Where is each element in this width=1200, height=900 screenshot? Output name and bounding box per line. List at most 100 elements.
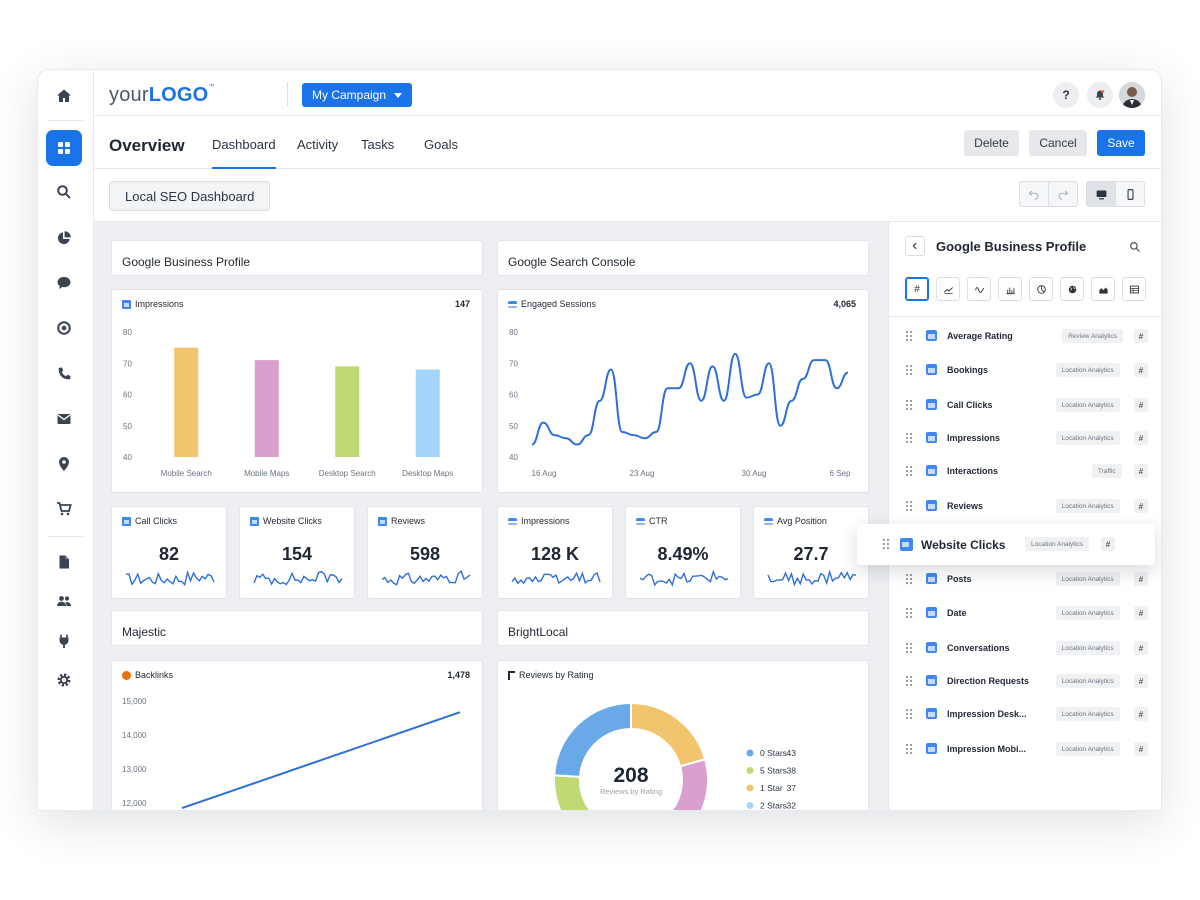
drag-handle-icon[interactable] xyxy=(905,708,912,720)
help-button[interactable]: ? xyxy=(1053,82,1079,108)
metric-hash[interactable]: # xyxy=(1134,499,1148,513)
pie-chart-icon[interactable] xyxy=(46,220,82,256)
sessions-chart-card[interactable]: Engaged Sessions 4,065 80 70 60 50 40 16 Aug 2… xyxy=(497,289,869,493)
metric-row[interactable]: Average Rating Review Analytics # xyxy=(889,322,1161,352)
metric-hash[interactable]: # xyxy=(1134,742,1148,756)
phone-icon[interactable] xyxy=(46,356,82,392)
drag-handle-icon[interactable] xyxy=(905,743,912,755)
metric-hash[interactable]: # xyxy=(1134,464,1148,478)
donut-slice[interactable] xyxy=(553,701,632,778)
backlinks-chart-card[interactable]: Backlinks 1,478 15,000 14,000 13,000 12,000 xyxy=(111,660,483,810)
metric-hash[interactable]: # xyxy=(1134,674,1148,688)
metric-row[interactable]: Direction Requests Location Analytics # xyxy=(889,667,1161,697)
metric-hash[interactable]: # xyxy=(1101,537,1115,551)
search-icon[interactable] xyxy=(1129,240,1141,258)
back-arrow-icon[interactable] xyxy=(905,236,925,256)
sparkline-viz-button[interactable] xyxy=(967,277,991,301)
metric-hash[interactable]: # xyxy=(1134,707,1148,721)
bar[interactable] xyxy=(174,347,199,457)
metric-hash[interactable]: # xyxy=(1134,398,1148,412)
cart-icon[interactable] xyxy=(46,491,82,527)
metric-hash[interactable]: # xyxy=(1134,329,1148,343)
redo-icon[interactable] xyxy=(1048,181,1078,207)
bar-chart-viz-button[interactable] xyxy=(998,277,1022,301)
metric-row[interactable]: Impression Mobi... Location Analytics # xyxy=(889,735,1161,765)
metric-row[interactable]: Impression Desk... Location Analytics # xyxy=(889,700,1161,730)
tab-goals[interactable]: Goals xyxy=(424,137,458,152)
section-header-majestic[interactable]: Majestic xyxy=(111,610,483,646)
notification-bell-icon[interactable] xyxy=(1087,82,1113,108)
metric-row[interactable]: Impressions Location Analytics # xyxy=(889,424,1161,454)
undo-icon[interactable] xyxy=(1019,181,1049,207)
tab-activity[interactable]: Activity xyxy=(297,137,339,152)
kpi-card[interactable]: Call Clicks 82 xyxy=(111,506,227,599)
globe-viz-button[interactable] xyxy=(1060,277,1084,301)
metric-hash[interactable]: # xyxy=(1134,641,1148,655)
delete-button[interactable]: Delete xyxy=(964,130,1019,156)
chat-icon[interactable] xyxy=(46,265,82,301)
metric-row[interactable]: Conversations Location Analytics # xyxy=(889,634,1161,664)
kpi-card[interactable]: CTR 8.49% xyxy=(625,506,741,599)
campaign-dropdown[interactable]: My Campaign xyxy=(302,83,413,107)
drag-handle-icon[interactable] xyxy=(882,538,889,550)
metric-hash[interactable]: # xyxy=(1134,431,1148,445)
kpi-card[interactable]: Impressions 128 K xyxy=(497,506,613,599)
line-chart-viz-button[interactable] xyxy=(936,277,960,301)
kpi-card[interactable]: Reviews 598 xyxy=(367,506,483,599)
search-icon[interactable] xyxy=(46,174,82,210)
bar[interactable] xyxy=(415,369,440,458)
desktop-view-icon[interactable] xyxy=(1086,181,1116,207)
users-icon[interactable] xyxy=(46,583,82,619)
drag-handle-icon[interactable] xyxy=(905,607,912,619)
table-viz-button[interactable] xyxy=(1122,277,1146,301)
mail-icon[interactable] xyxy=(46,401,82,437)
drag-handle-icon[interactable] xyxy=(905,330,912,342)
kpi-card[interactable]: Website Clicks 154 xyxy=(239,506,355,599)
kpi-card[interactable]: Avg Position 27.7 xyxy=(753,506,869,599)
impressions-chart-card[interactable]: Impressions 147 80 70 60 50 40 Mobile Search M… xyxy=(111,289,483,493)
save-button[interactable]: Save xyxy=(1097,130,1145,156)
settings-icon[interactable] xyxy=(46,662,82,698)
metric-row[interactable]: Posts Location Analytics # xyxy=(889,565,1161,595)
cancel-button[interactable]: Cancel xyxy=(1029,130,1087,156)
drag-handle-icon[interactable] xyxy=(905,500,912,512)
area-chart-viz-button[interactable] xyxy=(1091,277,1115,301)
metric-row[interactable]: Bookings Location Analytics # xyxy=(889,356,1161,386)
section-header-gbp[interactable]: Google Business Profile xyxy=(111,240,483,276)
bar[interactable] xyxy=(254,360,279,457)
drag-handle-icon[interactable] xyxy=(905,573,912,585)
metric-row[interactable]: Reviews Location Analytics # xyxy=(889,492,1161,522)
donut-slice[interactable] xyxy=(668,758,709,811)
drag-handle-icon[interactable] xyxy=(905,364,912,376)
target-icon[interactable] xyxy=(46,310,82,346)
document-icon[interactable] xyxy=(46,544,82,580)
reviews-chart-card[interactable]: Reviews by Rating 208 Reviews by Rating 0 … xyxy=(497,660,869,811)
section-header-brightlocal[interactable]: BrightLocal xyxy=(497,610,869,646)
location-pin-icon[interactable] xyxy=(46,446,82,482)
metric-row[interactable]: Date Location Analytics # xyxy=(889,599,1161,629)
drag-handle-icon[interactable] xyxy=(905,675,912,687)
metric-hash[interactable]: # xyxy=(1134,572,1148,586)
pie-chart-viz-button[interactable] xyxy=(1029,277,1053,301)
tab-tasks[interactable]: Tasks xyxy=(361,137,395,152)
tab-dashboard[interactable]: Dashboard xyxy=(212,137,276,169)
drag-handle-icon[interactable] xyxy=(905,399,912,411)
mobile-view-icon[interactable] xyxy=(1115,181,1145,207)
drag-handle-icon[interactable] xyxy=(905,642,912,654)
avatar[interactable] xyxy=(1119,82,1145,108)
plug-icon[interactable] xyxy=(46,623,82,659)
metric-hash[interactable]: # xyxy=(1134,606,1148,620)
section-header-gsc[interactable]: Google Search Console xyxy=(497,240,869,276)
dashboard-name-button[interactable]: Local SEO Dashboard xyxy=(109,181,271,211)
dashboard-icon[interactable] xyxy=(46,130,82,166)
dragged-metric-website-clicks[interactable]: Website Clicks Location Analytics # xyxy=(857,524,1155,565)
metric-hash[interactable]: # xyxy=(1134,363,1148,377)
number-viz-button[interactable]: # xyxy=(905,277,929,301)
drag-handle-icon[interactable] xyxy=(905,465,912,477)
metric-row[interactable]: Interactions Traffic # xyxy=(889,457,1161,487)
bar[interactable] xyxy=(335,366,360,457)
drag-handle-icon[interactable] xyxy=(905,432,912,444)
donut-slice[interactable] xyxy=(630,701,707,768)
home-icon[interactable] xyxy=(46,78,82,114)
metric-row[interactable]: Call Clicks Location Analytics # xyxy=(889,391,1161,421)
